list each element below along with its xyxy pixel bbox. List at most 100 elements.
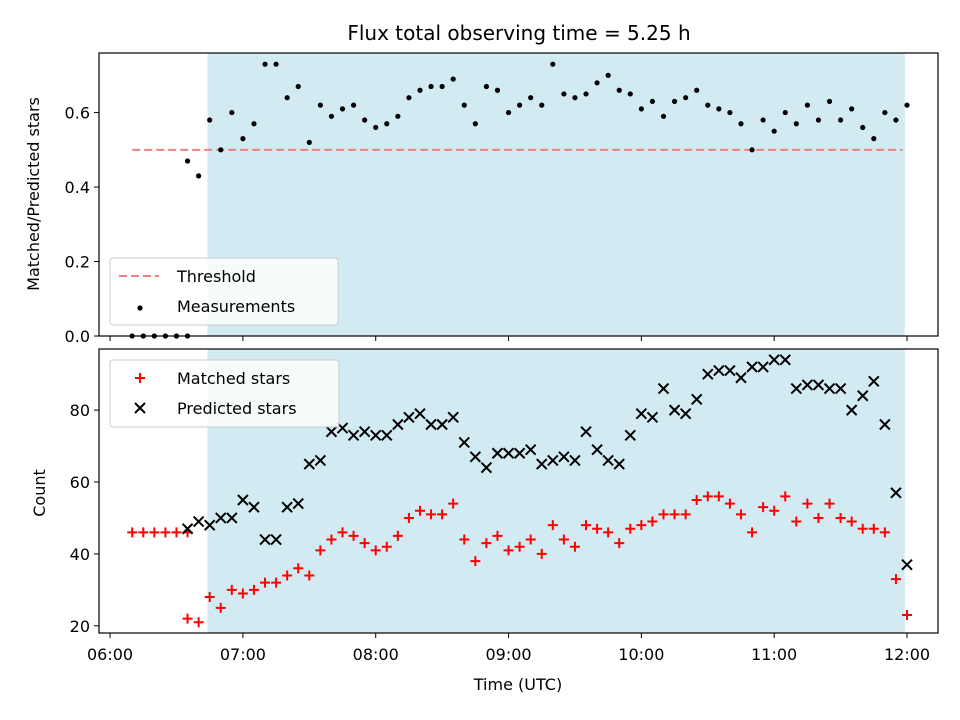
top-y-tick-label: 0.6 <box>65 104 90 123</box>
predicted-star-point <box>281 501 293 513</box>
predicted-star-point <box>735 372 747 384</box>
matched-star-point <box>514 541 525 552</box>
measurement-point <box>727 109 733 116</box>
top-y-tick-label: 0.4 <box>65 178 90 197</box>
top-y-tick-label: 0.2 <box>65 253 90 272</box>
measurement-point <box>649 98 656 105</box>
predicted-star-point <box>901 558 913 571</box>
measurement-point <box>716 106 722 112</box>
top-y-tick-label: 0.0 <box>65 327 90 346</box>
measurement-point <box>760 117 766 123</box>
matched-star-point <box>890 574 901 585</box>
bottom-series-matched-stars <box>127 491 913 628</box>
predicted-star-point <box>502 447 515 459</box>
matched-star-point <box>747 527 758 538</box>
predicted-star-point <box>347 429 360 441</box>
matched-star-point <box>691 494 702 505</box>
predicted-star-point <box>270 533 282 546</box>
matched-star-point <box>592 523 603 534</box>
predicted-star-point <box>259 533 271 546</box>
top-legend: Threshold Measurements <box>109 257 339 326</box>
measurement-point <box>528 95 534 101</box>
matched-star-point <box>824 498 835 509</box>
predicted-star-point <box>591 443 603 456</box>
top-legend-box <box>109 257 339 326</box>
x-tick-label: 09:00 <box>485 645 531 664</box>
measurement-point <box>262 61 268 67</box>
predicted-star-point <box>547 454 559 467</box>
matched-star-point <box>857 523 868 534</box>
bottom-y-axis-label: Count <box>30 469 49 517</box>
predicted-star-point <box>558 451 570 463</box>
predicted-star-point <box>292 497 304 510</box>
measurement-point <box>882 109 888 116</box>
bottom-legend-box <box>109 359 340 428</box>
measurement-point <box>627 91 633 97</box>
predicted-star-point <box>425 418 437 431</box>
predicted-star-point <box>834 382 847 395</box>
measurement-point <box>384 121 390 127</box>
measurement-point <box>306 139 312 145</box>
matched-star-point <box>846 516 857 527</box>
matched-star-point <box>503 545 514 556</box>
measurement-point <box>284 95 290 101</box>
measurement-point <box>218 147 224 153</box>
matched-star-point <box>902 610 913 621</box>
measurement-point <box>893 117 899 123</box>
predicted-star-point <box>370 429 382 441</box>
measurement-point <box>671 98 678 105</box>
predicted-star-point <box>192 515 205 528</box>
matched-star-point <box>647 516 658 527</box>
predicted-star-point <box>392 418 404 431</box>
matched-star-point <box>758 502 769 513</box>
predicted-star-point <box>624 429 637 441</box>
legend-label: Matched stars <box>177 369 290 388</box>
matched-star-point <box>780 491 791 502</box>
measurement-point <box>782 109 788 116</box>
matched-star-point <box>138 527 149 538</box>
predicted-star-point <box>480 461 493 474</box>
measurement-point <box>428 83 434 90</box>
matched-star-point <box>326 534 337 545</box>
legend-label: Predicted stars <box>177 399 297 418</box>
measurement-point <box>229 109 235 116</box>
measurement-point <box>251 121 257 127</box>
predicted-star-point <box>524 443 537 456</box>
matched-star-point <box>160 527 171 538</box>
measurement-point <box>771 128 777 134</box>
matched-star-point <box>304 570 315 581</box>
matched-star-point <box>791 516 802 527</box>
matched-star-point <box>459 534 470 545</box>
matched-star-point <box>370 545 381 556</box>
measurement-point <box>450 76 456 82</box>
matched-star-point <box>226 584 237 595</box>
predicted-star-point <box>879 418 891 431</box>
matched-star-point <box>260 577 271 588</box>
bottom-y-tick-label: 60 <box>70 473 90 492</box>
predicted-star-point <box>602 454 614 467</box>
measurement-point <box>483 83 490 90</box>
matched-star-point <box>171 527 182 538</box>
matched-star-point <box>813 512 824 523</box>
matched-star-point <box>536 548 547 559</box>
measurement-point <box>517 102 523 108</box>
predicted-star-point <box>823 382 836 395</box>
predicted-star-point <box>469 451 482 463</box>
matched-star-point <box>215 602 226 613</box>
bottom-y-tick-label: 20 <box>70 617 90 636</box>
predicted-star-point <box>690 393 703 406</box>
matched-star-point <box>558 534 569 545</box>
predicted-star-point <box>768 354 780 366</box>
matched-star-point <box>735 509 746 520</box>
predicted-star-point <box>414 408 426 420</box>
measurement-point <box>572 95 578 101</box>
predicted-star-point <box>845 404 858 416</box>
measurement-point <box>339 106 346 112</box>
predicted-star-point <box>757 361 769 373</box>
matched-star-point <box>569 541 580 552</box>
predicted-star-point <box>679 408 692 420</box>
matched-star-point <box>149 527 160 538</box>
predicted-star-point <box>613 458 625 470</box>
measurement-point <box>539 102 545 108</box>
